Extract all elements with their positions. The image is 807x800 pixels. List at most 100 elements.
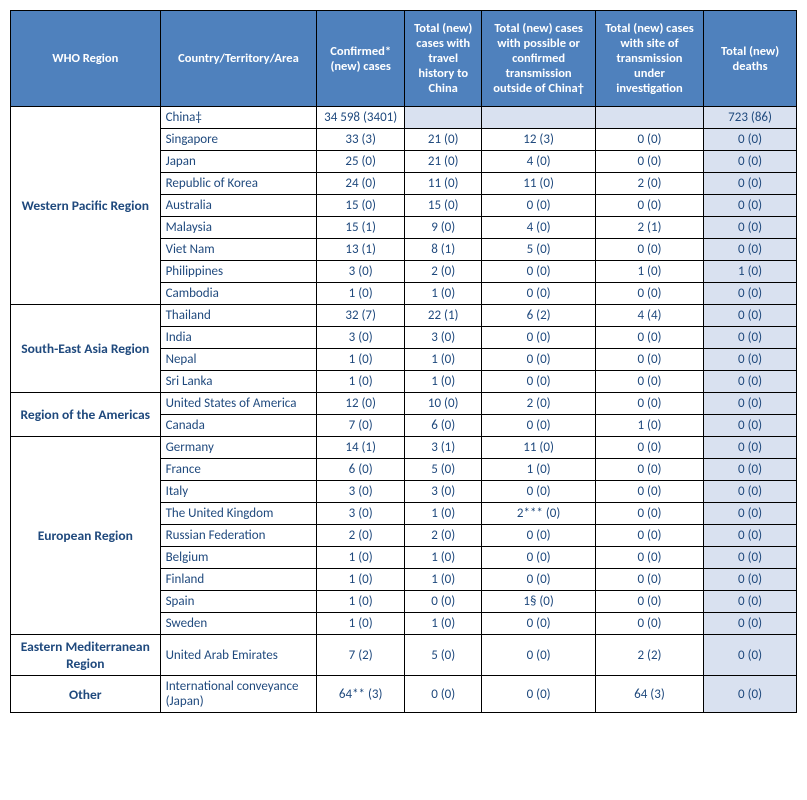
outside-cell: 4 (0) [482,217,595,239]
country-cell: Nepal [160,349,317,371]
country-cell: Sri Lanka [160,371,317,393]
outside-cell: 5 (0) [482,239,595,261]
outside-cell: 0 (0) [482,569,595,591]
travel-cell: 5 (0) [405,635,482,676]
country-cell: Canada [160,415,317,437]
region-cell: Western Pacific Region [11,107,161,305]
header-country: Country/Territory/Area [160,11,317,107]
travel-cell: 1 (0) [405,547,482,569]
country-cell: India [160,327,317,349]
country-cell: Singapore [160,129,317,151]
region-cell: Eastern Mediterranean Region [11,635,161,676]
confirmed-cell: 1 (0) [317,591,405,613]
confirmed-cell: 2 (0) [317,525,405,547]
country-cell: United States of America [160,393,317,415]
header-who-region: WHO Region [11,11,161,107]
investigation-cell: 0 (0) [595,151,703,173]
confirmed-cell: 32 (7) [317,305,405,327]
outside-cell: 0 (0) [482,349,595,371]
outside-cell: 2 (0) [482,393,595,415]
deaths-cell: 0 (0) [704,173,797,195]
country-cell: Republic of Korea [160,173,317,195]
deaths-cell: 723 (86) [704,107,797,129]
travel-cell: 15 (0) [405,195,482,217]
confirmed-cell: 7 (0) [317,415,405,437]
travel-cell: 22 (1) [405,305,482,327]
deaths-cell: 0 (0) [704,327,797,349]
travel-cell: 2 (0) [405,525,482,547]
table-row: Eastern Mediterranean RegionUnited Arab … [11,635,797,676]
deaths-cell: 0 (0) [704,129,797,151]
country-cell: Thailand [160,305,317,327]
deaths-cell: 0 (0) [704,239,797,261]
confirmed-cell: 64** (3) [317,676,405,713]
country-cell: United Arab Emirates [160,635,317,676]
investigation-cell: 2 (2) [595,635,703,676]
investigation-cell: 0 (0) [595,591,703,613]
confirmed-cell: 13 (1) [317,239,405,261]
travel-cell: 3 (0) [405,327,482,349]
country-cell: China‡ [160,107,317,129]
outside-cell: 0 (0) [482,283,595,305]
confirmed-cell: 3 (0) [317,327,405,349]
confirmed-cell: 15 (1) [317,217,405,239]
investigation-cell: 0 (0) [595,437,703,459]
investigation-cell: 1 (0) [595,415,703,437]
travel-cell: 1 (0) [405,503,482,525]
travel-cell: 5 (0) [405,459,482,481]
table-row: Region of the AmericasUnited States of A… [11,393,797,415]
country-cell: Australia [160,195,317,217]
investigation-cell: 0 (0) [595,503,703,525]
country-cell: Italy [160,481,317,503]
investigation-cell [595,107,703,129]
outside-cell: 0 (0) [482,415,595,437]
confirmed-cell: 14 (1) [317,437,405,459]
table-body: Western Pacific RegionChina‡34 598 (3401… [11,107,797,713]
travel-cell: 2 (0) [405,261,482,283]
table-row: European RegionGermany14 (1)3 (1)11 (0)0… [11,437,797,459]
table-row: South-East Asia RegionThailand32 (7)22 (… [11,305,797,327]
header-outside: Total (new) cases with possible or confi… [482,11,595,107]
investigation-cell: 2 (1) [595,217,703,239]
investigation-cell: 0 (0) [595,195,703,217]
outside-cell: 6 (2) [482,305,595,327]
deaths-cell: 0 (0) [704,613,797,635]
deaths-cell: 0 (0) [704,635,797,676]
travel-cell: 0 (0) [405,591,482,613]
travel-cell: 1 (0) [405,283,482,305]
confirmed-cell: 25 (0) [317,151,405,173]
investigation-cell: 0 (0) [595,525,703,547]
country-cell: Russian Federation [160,525,317,547]
deaths-cell: 0 (0) [704,393,797,415]
header-deaths: Total (new) deaths [704,11,797,107]
country-cell: Sweden [160,613,317,635]
investigation-cell: 0 (0) [595,459,703,481]
table-row: Western Pacific RegionChina‡34 598 (3401… [11,107,797,129]
outside-cell [482,107,595,129]
investigation-cell: 0 (0) [595,569,703,591]
investigation-cell: 0 (0) [595,371,703,393]
travel-cell: 3 (0) [405,481,482,503]
country-cell: Japan [160,151,317,173]
outside-cell: 4 (0) [482,151,595,173]
header-travel: Total (new) cases with travel history to… [405,11,482,107]
investigation-cell: 0 (0) [595,129,703,151]
country-cell: Cambodia [160,283,317,305]
confirmed-cell: 7 (2) [317,635,405,676]
investigation-cell: 64 (3) [595,676,703,713]
confirmed-cell: 33 (3) [317,129,405,151]
investigation-cell: 0 (0) [595,349,703,371]
deaths-cell: 0 (0) [704,195,797,217]
travel-cell: 1 (0) [405,349,482,371]
deaths-cell: 0 (0) [704,459,797,481]
investigation-cell: 0 (0) [595,327,703,349]
investigation-cell: 0 (0) [595,393,703,415]
country-cell: Malaysia [160,217,317,239]
deaths-cell: 0 (0) [704,547,797,569]
header-row: WHO Region Country/Territory/Area Confir… [11,11,797,107]
country-cell: International conveyance (Japan) [160,676,317,713]
confirmed-cell: 1 (0) [317,371,405,393]
deaths-cell: 1 (0) [704,261,797,283]
confirmed-cell: 3 (0) [317,261,405,283]
outside-cell: 11 (0) [482,173,595,195]
